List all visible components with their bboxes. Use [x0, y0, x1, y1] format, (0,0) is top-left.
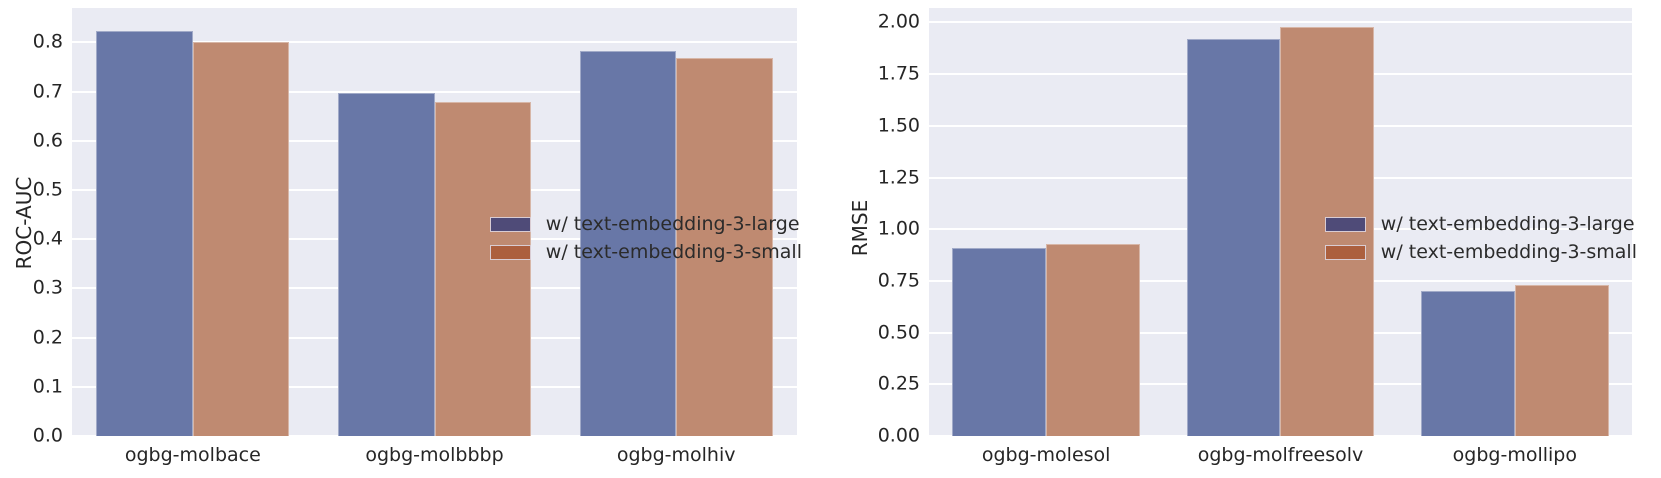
y-axis-label-roc-auc: ROC-AUC [12, 176, 36, 270]
bar-group-ogbg-molfreesolv [1163, 8, 1397, 436]
legend-entry: w/ text-embedding-3-large [489, 213, 802, 235]
bar-ogbg-molesol-series-1 [1046, 243, 1140, 436]
plot-area-rmse: 0.00 0.25 0.50 0.75 1.00 1.25 1.50 1.75 2.00 ogbg… [878, 8, 1637, 466]
bar-ogbg-molhiv-series-0 [579, 50, 677, 436]
gridline [72, 287, 797, 290]
x-category-label: ogbg-molesol [981, 444, 1111, 466]
gridline [72, 41, 797, 44]
legend-swatch-icon [489, 216, 531, 232]
legend-label: w/ text-embedding-3-small [545, 241, 802, 263]
gridline [72, 336, 797, 339]
y-tick-label: 0.4 [32, 227, 63, 250]
bar-ogbg-molbbbp-series-0 [337, 92, 435, 436]
y-tick-label: 0.5 [32, 178, 63, 201]
legend: w/ text-embedding-3-large w/ text-embeddi… [489, 213, 802, 263]
bar-groups [929, 8, 1632, 436]
gridline [929, 435, 1632, 437]
bar-group-ogbg-mollipo [1398, 8, 1632, 436]
legend-entry: w/ text-embedding-3-small [1324, 241, 1637, 263]
bar-ogbg-molhiv-series-1 [676, 57, 773, 436]
y-tick-label: 0.0 [32, 424, 63, 447]
y-tick-label: 0.3 [32, 276, 63, 299]
bar-ogbg-molbbbp-series-1 [434, 102, 532, 436]
gridline [929, 279, 1632, 282]
x-category-label: ogbg-molhiv [616, 444, 736, 466]
bar-ogbg-molesol-series-0 [952, 247, 1047, 436]
gridline [929, 176, 1632, 179]
gridline [72, 238, 797, 241]
plot-area-roc-auc: 0.0 0.1 0.2 0.3 0.4 0.5 0.6 0.7 0.8 ogbg-molbace o… [33, 8, 802, 466]
bar-ogbg-mollipo-series-1 [1514, 285, 1609, 436]
legend-entry: w/ text-embedding-3-small [489, 241, 802, 263]
bar-group-ogbg-molesol [929, 8, 1163, 436]
bar-ogbg-molfreesolv-series-0 [1186, 39, 1281, 436]
bar-group-ogbg-molhiv [555, 8, 797, 436]
y-tick-label: 1.00 [877, 217, 920, 240]
y-tick-label: 1.75 [877, 62, 920, 85]
legend-swatch-icon [1324, 244, 1366, 260]
y-tick-label: 1.50 [877, 114, 920, 137]
gridline [929, 383, 1632, 386]
gridline [72, 385, 797, 388]
legend-entry: w/ text-embedding-3-large [1324, 213, 1637, 235]
bar-groups [72, 8, 797, 436]
bar-ogbg-molfreesolv-series-1 [1280, 26, 1375, 436]
y-tick-label: 0.7 [32, 80, 63, 103]
y-tick-label: 0.25 [877, 372, 920, 395]
y-tick-label: 0.6 [32, 129, 63, 152]
y-tick-label: 0.00 [877, 424, 920, 447]
gridline [72, 435, 797, 437]
bar-ogbg-mollipo-series-0 [1421, 291, 1515, 436]
y-tick-label: 0.75 [877, 269, 920, 292]
y-axis-label-rmse: RMSE [848, 199, 872, 257]
gridline [929, 228, 1632, 231]
x-category-label: ogbg-mollipo [1452, 444, 1577, 466]
legend: w/ text-embedding-3-large w/ text-embeddi… [1324, 213, 1637, 263]
gridline [929, 124, 1632, 127]
gridline [72, 90, 797, 93]
y-tick-label: 0.2 [32, 326, 63, 349]
gridline [72, 139, 797, 142]
x-category-label: ogbg-molbace [124, 444, 261, 466]
gridline [929, 73, 1632, 76]
legend-label: w/ text-embedding-3-large [1380, 213, 1635, 235]
bar-group-ogbg-molbace [72, 8, 314, 436]
gridline [72, 189, 797, 192]
y-tick-label: 1.25 [877, 166, 920, 189]
gridline [929, 331, 1632, 334]
legend-label: w/ text-embedding-3-small [1380, 241, 1637, 263]
gridline [929, 21, 1632, 24]
y-tick-label: 0.1 [32, 375, 63, 398]
legend-swatch-icon [1324, 216, 1366, 232]
bar-ogbg-molbace-series-0 [96, 31, 193, 436]
y-tick-label: 0.50 [877, 321, 920, 344]
bar-group-ogbg-molbbbp [314, 8, 556, 436]
legend-swatch-icon [489, 244, 531, 260]
legend-label: w/ text-embedding-3-large [545, 213, 800, 235]
x-category-label: ogbg-molfreesolv [1197, 444, 1364, 466]
y-tick-label: 0.8 [32, 30, 63, 53]
bar-ogbg-molbace-series-1 [192, 41, 290, 436]
x-category-label: ogbg-molbbbp [365, 444, 504, 466]
y-tick-label: 2.00 [877, 10, 920, 33]
